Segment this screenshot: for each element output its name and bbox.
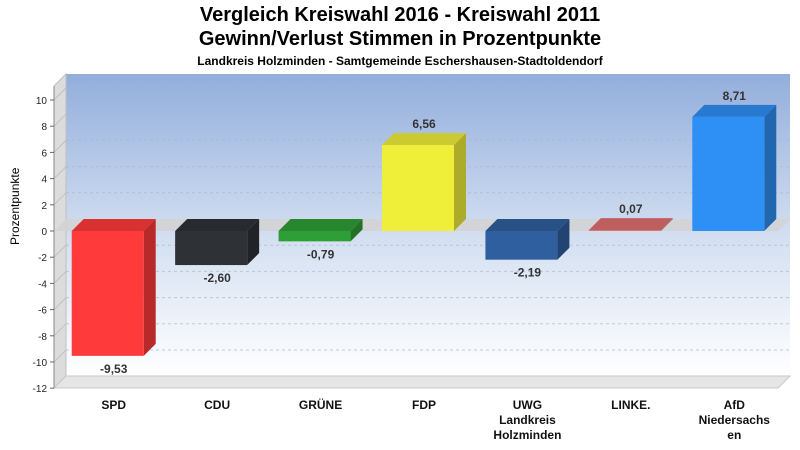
bar-side bbox=[350, 219, 363, 242]
y-tick-label: 10 bbox=[36, 96, 48, 107]
bar bbox=[588, 230, 661, 231]
bar-value-label: -2,60 bbox=[203, 271, 231, 285]
bar-side bbox=[143, 219, 156, 356]
bar-value-label: -2,19 bbox=[514, 266, 542, 280]
x-category-label: Holzminden bbox=[493, 428, 561, 442]
gridline-side bbox=[53, 113, 67, 127]
bar-value-label: 0,07 bbox=[619, 202, 643, 216]
bar bbox=[382, 145, 454, 231]
chart-title: Vergleich Kreiswahl 2016 - Kreiswahl 201… bbox=[199, 4, 601, 26]
x-category-label: Niedersachs bbox=[699, 413, 771, 427]
gridline-side bbox=[53, 87, 67, 101]
bar-top bbox=[692, 104, 777, 117]
bar-side bbox=[557, 219, 570, 260]
y-tick-label: -4 bbox=[38, 279, 47, 290]
bar-value-label: -0,79 bbox=[307, 247, 335, 261]
x-category-label: CDU bbox=[204, 398, 230, 412]
y-tick-label: 2 bbox=[41, 201, 47, 212]
gridline-side bbox=[53, 323, 67, 337]
bar-top bbox=[278, 219, 363, 231]
bar-top bbox=[382, 133, 466, 146]
y-tick-label: -8 bbox=[38, 332, 47, 343]
bar-side bbox=[660, 218, 673, 231]
bar-top bbox=[588, 218, 673, 231]
gridline-side bbox=[53, 297, 67, 310]
y-tick-label: -12 bbox=[33, 384, 48, 395]
x-category-label: LINKE. bbox=[611, 398, 650, 412]
x-category-label: GRÜNE bbox=[299, 397, 342, 412]
y-tick-label: -10 bbox=[33, 358, 48, 369]
bar-side bbox=[454, 133, 466, 231]
gridline-side bbox=[53, 271, 67, 284]
x-category-label: FDP bbox=[412, 398, 436, 412]
y-tick-label: -6 bbox=[38, 306, 47, 317]
bar-value-label: -9,53 bbox=[100, 362, 128, 376]
bar-side bbox=[764, 104, 777, 231]
chart-subtitle: Gewinn/Verlust Stimmen in Prozentpunkte bbox=[198, 28, 602, 50]
gridline-side bbox=[53, 349, 67, 363]
x-category-label: en bbox=[727, 428, 741, 442]
bar bbox=[71, 231, 144, 356]
gridline-side bbox=[53, 166, 67, 179]
bar bbox=[692, 116, 765, 231]
gridline-side bbox=[53, 140, 67, 153]
x-category-label: AfD bbox=[724, 398, 746, 412]
bar-value-label: 8,71 bbox=[723, 89, 747, 103]
x-category-label: SPD bbox=[101, 398, 126, 412]
y-tick-label: 6 bbox=[41, 148, 47, 159]
y-tick-label: -2 bbox=[38, 253, 47, 264]
x-category-label: Landkreis bbox=[499, 413, 556, 427]
chart-subtitle-region: Landkreis Holzminden - Samtgemeinde Esch… bbox=[197, 54, 603, 68]
gridline-side bbox=[53, 244, 67, 258]
y-tick-label: 0 bbox=[41, 227, 47, 238]
bar-top bbox=[175, 219, 260, 231]
bar bbox=[175, 231, 248, 266]
bar bbox=[278, 231, 351, 242]
x-category-label: UWG bbox=[513, 398, 542, 412]
gridline-side bbox=[53, 192, 67, 206]
bar-top bbox=[71, 219, 156, 231]
bar-top bbox=[485, 219, 570, 231]
bar-side bbox=[247, 219, 260, 266]
bar-value-label: 6,56 bbox=[412, 117, 436, 131]
bar bbox=[485, 231, 558, 260]
y-tick-label: 8 bbox=[41, 122, 47, 133]
plot-floor bbox=[52, 375, 792, 389]
y-tick-label: 4 bbox=[41, 175, 47, 186]
